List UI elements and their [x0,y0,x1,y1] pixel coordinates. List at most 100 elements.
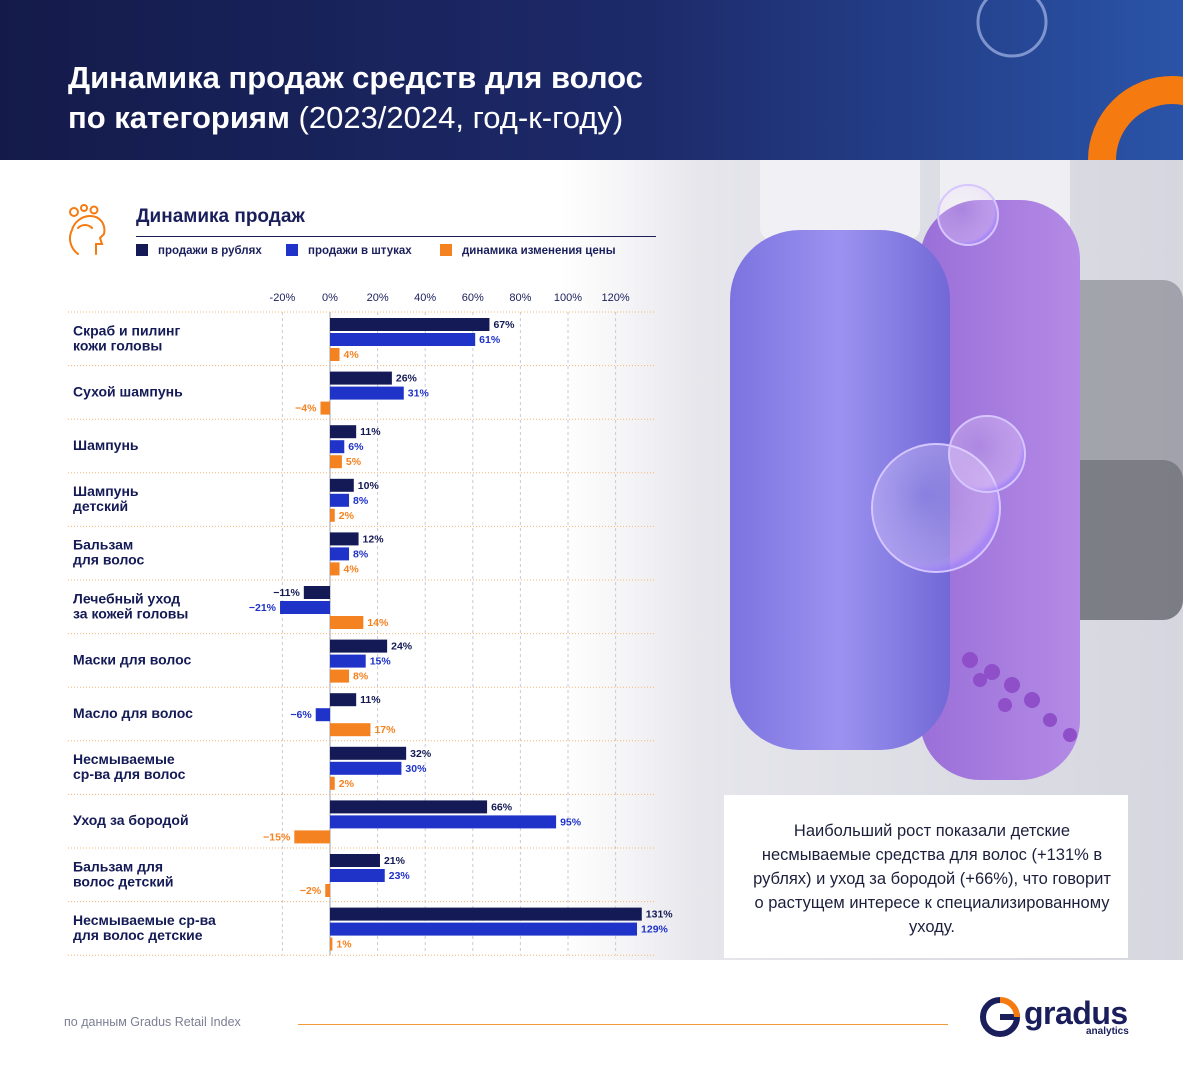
bubble-icon [948,415,1026,493]
bar-rub [303,586,330,599]
bar-chart: -20% 0% 20% 40% 60% 80% 100% 120% Скраб и пилинг… [68,292,674,956]
bar-price [330,616,364,629]
category-label: Маски для волос [73,651,191,667]
bar-price [330,776,335,790]
data-label-price: 4% [344,563,360,575]
category-label: для волос [73,552,145,568]
legend-label-price: динамика изменения цены [462,245,616,257]
bar-price [330,562,340,576]
data-label-units: 30% [405,763,427,775]
bar-price [330,937,333,951]
data-label-rub: 10% [358,480,380,492]
bar-rub [330,318,490,331]
data-label-price: 5% [346,456,362,468]
violet-bottle-icon [730,230,950,750]
heading-divider [136,236,656,237]
page-title: Динамика продаж средств для волос по кат… [68,58,828,138]
bar-units [280,601,330,614]
bubble-icon [937,184,999,246]
category-label: для волос детские [73,927,203,943]
data-label-units: 6% [348,441,364,453]
source-note: по данным Gradus Retail Index [64,1015,241,1029]
data-label-units: 31% [408,388,430,400]
data-label-units: 23% [389,870,411,882]
x-tick-label: 60% [462,292,484,304]
data-label-price: −2% [300,885,322,897]
data-label-price: 8% [353,671,369,683]
x-tick-label: 80% [509,292,531,304]
bar-units [330,440,345,454]
data-label-rub: 12% [363,533,385,545]
title-light-part: (2023/2024, год-к-году) [289,100,624,135]
legend-swatch-rub [136,244,148,256]
x-tick-label: 120% [602,292,630,304]
data-label-rub: 21% [384,855,406,867]
legend-item-price: динамика изменения цены [440,244,616,257]
bar-units [330,386,404,400]
title-line-1: Динамика продаж средств для волос [68,60,643,95]
bar-units [330,654,366,668]
data-label-units: −21% [249,602,277,614]
category-label: Скраб и пилинг [73,322,181,338]
insight-text: Наибольший рост показали детские несмыва… [753,822,1111,936]
category-label: Бальзам [73,537,133,553]
title-line-2: по категориям (2023/2024, год-к-году) [68,98,828,138]
category-label: детский [73,498,128,514]
category-label: Масло для волос [73,705,193,721]
bar-units [330,761,402,775]
data-label-rub: 131% [646,909,674,921]
bar-price [330,348,340,361]
bar-rub [330,425,357,439]
bar-price [325,884,330,897]
data-label-price: 2% [339,510,355,522]
category-label: Сухой шампунь [73,383,183,399]
bar-rub [330,854,380,867]
logo-subtitle: analytics [1086,1026,1129,1037]
legend-label-rub: продажи в рублях [158,245,262,257]
x-tick-label: 0% [322,292,338,304]
data-label-price: 4% [344,349,360,361]
data-label-units: 8% [353,495,369,507]
data-label-units: −6% [290,709,312,721]
lavender-icon [962,652,1077,742]
category-label: Несмываемые [73,751,175,767]
bar-price [320,401,330,415]
data-label-price: 14% [367,617,389,629]
x-tick-label: 100% [554,292,582,304]
bar-rub [330,639,388,653]
title-bold-part: по категориям [68,100,290,135]
data-label-rub: 32% [410,748,432,760]
bar-price [330,508,335,522]
data-label-rub: −11% [273,587,300,599]
data-label-units: 95% [560,816,582,828]
bar-price [330,669,350,683]
x-tick-label: -20% [270,292,296,304]
header-decor [976,0,1183,160]
bar-rub [330,371,392,385]
x-tick-label: 20% [367,292,389,304]
legend-swatch-units [286,244,298,256]
data-label-rub: 66% [491,801,513,813]
bar-rub [330,532,359,546]
category-label: Шампунь [73,483,139,499]
insight-box: Наибольший рост показали детские несмыва… [724,795,1128,958]
bar-units [330,333,476,346]
data-label-price: 2% [339,778,355,790]
data-label-units: 61% [479,334,501,346]
category-label: волос детский [73,873,174,889]
hair-care-icon [69,204,106,255]
category-label: кожи головы [73,337,162,353]
bar-rub [330,693,357,707]
chart-heading: Динамика продаж [136,206,305,227]
bar-rub [330,907,642,921]
bar-rub [330,746,407,760]
legend-swatch-price [440,244,452,256]
gradus-logo-icon [980,997,1020,1037]
scene-illustration [730,160,1183,780]
bar-units [330,547,350,561]
logo-wordmark: gradus [1024,995,1128,1031]
bottle-cap-icon [760,160,920,240]
data-label-rub: 11% [360,426,381,438]
data-label-rub: 67% [493,319,515,331]
data-label-rub: 26% [396,373,418,385]
